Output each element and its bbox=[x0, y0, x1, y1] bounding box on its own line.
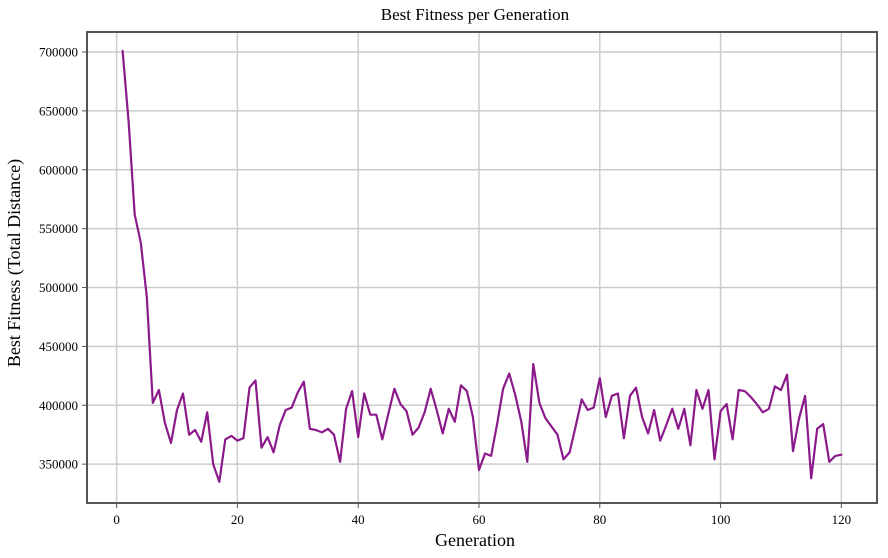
x-tick-label: 120 bbox=[832, 512, 852, 527]
plot-frame bbox=[86, 31, 878, 504]
series-line bbox=[121, 49, 843, 483]
y-tick-label: 600000 bbox=[39, 162, 78, 177]
x-axis-label: Generation bbox=[435, 530, 515, 550]
series-layer bbox=[121, 49, 843, 483]
y-tick-label: 400000 bbox=[39, 398, 78, 413]
x-tick-label: 0 bbox=[113, 512, 120, 527]
x-tick-label: 40 bbox=[352, 512, 365, 527]
x-tick-label: 60 bbox=[472, 512, 485, 527]
x-tick-label: 100 bbox=[711, 512, 731, 527]
x-tick-label: 20 bbox=[231, 512, 244, 527]
y-tick-label: 450000 bbox=[39, 339, 78, 354]
chart-title: Best Fitness per Generation bbox=[381, 5, 570, 24]
x-tick-label: 80 bbox=[593, 512, 606, 527]
grid bbox=[87, 32, 877, 503]
axis-ticks: 0 20 40 60 80 100 120 350000 400000 450000 500000 5… bbox=[39, 45, 851, 527]
y-tick-label: 650000 bbox=[39, 103, 78, 118]
y-tick-label: 550000 bbox=[39, 221, 78, 236]
y-axis-label: Best Fitness (Total Distance) bbox=[4, 159, 25, 367]
y-tick-label: 700000 bbox=[39, 45, 78, 60]
y-tick-label: 350000 bbox=[39, 457, 78, 472]
y-tick-label: 500000 bbox=[39, 280, 78, 295]
